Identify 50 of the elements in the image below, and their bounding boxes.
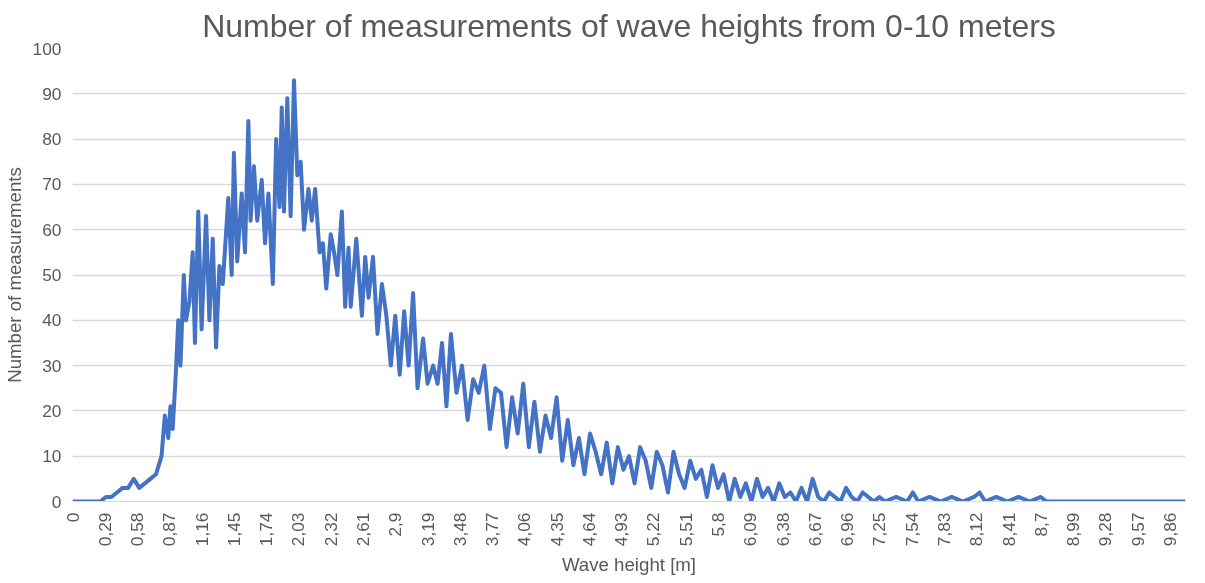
y-tick-label: 40 [42,310,62,331]
y-tick-label: 100 [32,38,62,59]
y-tick-label: 50 [42,265,62,285]
line-series [72,78,1186,502]
x-tick-label: 6,67 [804,512,825,547]
x-tick-label: 4,35 [546,512,567,547]
x-tick-label: 9,57 [1127,512,1148,547]
x-tick-label: 9,86 [1159,512,1180,547]
x-tick-label: 5,8 [708,512,729,537]
y-tick-label: 60 [42,219,62,240]
x-tick-label: 5,51 [675,512,696,547]
x-tick-label: 0 [62,512,83,523]
x-tick-label: 0,58 [127,512,148,547]
x-tick-label: 3,48 [449,512,470,547]
x-tick-label: 6,09 [740,512,761,547]
x-tick-label: 2,9 [385,512,406,537]
chart-title: Number of measurements of wave heights from 0-10 meters [202,7,1056,44]
x-tick-label: 6,38 [772,512,793,547]
x-tick-label: 4,64 [578,512,599,547]
x-tick-label: 7,54 [901,512,922,547]
x-tick-label: 2,61 [352,512,373,547]
x-tick-label: 1,45 [223,512,244,547]
x-tick-label: 4,93 [611,512,632,547]
x-tick-label: 1,16 [191,512,212,547]
y-tick-label: 20 [42,400,62,421]
x-tick-label: 0,87 [159,512,180,547]
y-tick-label: 90 [42,83,62,104]
x-tick-label: 0,29 [94,512,115,547]
x-tick-label: 7,25 [869,512,890,547]
y-tick-label: 30 [42,355,62,376]
x-tick-label: 3,77 [482,512,503,547]
x-tick-label: 8,41 [998,512,1019,547]
x-tick-label: 8,7 [1030,512,1051,537]
y-tick-label: 10 [42,446,62,467]
x-tick-label: 2,03 [288,512,309,547]
x-tick-label: 3,19 [417,512,438,547]
x-axis-title: Wave height [m] [561,554,697,576]
x-tick-label: 8,99 [1063,512,1084,547]
x-tick-label: 2,32 [320,512,341,547]
x-tick-label: 9,28 [1095,512,1116,547]
y-axis-title: Number of measurements [3,167,25,383]
y-tick-label: 80 [42,129,62,150]
x-tick-label: 6,96 [837,512,858,547]
y-tick-label: 70 [42,174,62,195]
y-tick-label: 0 [51,491,62,512]
x-tick-label: 1,74 [256,512,277,547]
x-tick-label: 7,83 [933,512,954,547]
x-tick-label: 4,06 [514,512,535,547]
x-tick-label: 5,22 [643,512,664,547]
x-tick-label: 8,12 [966,512,987,547]
